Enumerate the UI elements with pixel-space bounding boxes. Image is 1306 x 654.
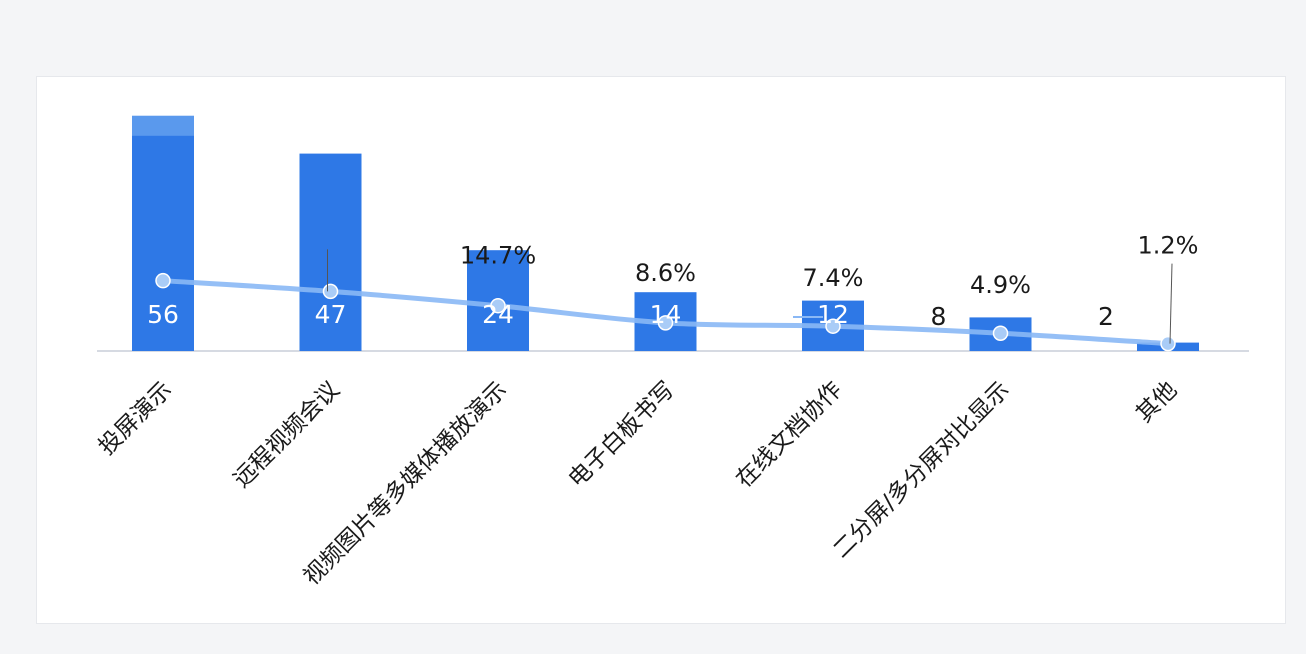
bar-value-label-3: 14 xyxy=(650,300,682,329)
x-tick-label-3: 电子白板书写 xyxy=(564,377,680,493)
bar-value-label-6: 2 xyxy=(1098,302,1114,331)
bar-0 xyxy=(132,115,194,351)
share-point-4 xyxy=(825,318,841,334)
bar-value-label-2: 24 xyxy=(482,300,514,329)
chart-svg: 56 47 24 14 12 8 2 14.7% 8.6% 7.4% 4.9% 1.2% 投屏演示 远程视… xyxy=(94,115,1249,590)
x-tick-label-1: 远程视频会议 xyxy=(229,377,345,493)
x-tick-label-6: 其他 xyxy=(1131,377,1182,428)
bar-value-label-1: 47 xyxy=(315,300,347,329)
share-label-4: 7.4% xyxy=(803,264,864,292)
bar-value-label-5: 8 xyxy=(931,302,947,331)
share-label-5: 4.9% xyxy=(970,271,1031,299)
share-point-2 xyxy=(490,297,506,314)
bar-value-label-4: 12 xyxy=(817,300,849,329)
share-label-6: 1.2% xyxy=(1138,232,1199,260)
share-point-6 xyxy=(1160,335,1176,352)
leader-line-6 xyxy=(1169,263,1173,344)
bar-value-label-0: 56 xyxy=(147,300,179,329)
bar-0-highlight xyxy=(132,115,194,136)
x-tick-label-0: 投屏演示 xyxy=(94,377,177,460)
chart-frame: 56 47 24 14 12 8 2 14.7% 8.6% 7.4% 4.9% 1.2% 投屏演示 远程视… xyxy=(36,76,1286,624)
share-point-1 xyxy=(322,283,339,300)
share-point-3 xyxy=(657,315,674,331)
x-tick-label-5: 二分屏/多分屏对比显示 xyxy=(828,377,1014,563)
share-label-3: 8.6% xyxy=(635,259,696,287)
bar-1 xyxy=(299,153,362,351)
share-point-5 xyxy=(992,325,1009,341)
share-point-0 xyxy=(155,272,171,289)
x-tick-label-4: 在线文档协作 xyxy=(731,377,847,493)
share-label-2: 14.7% xyxy=(460,242,536,270)
